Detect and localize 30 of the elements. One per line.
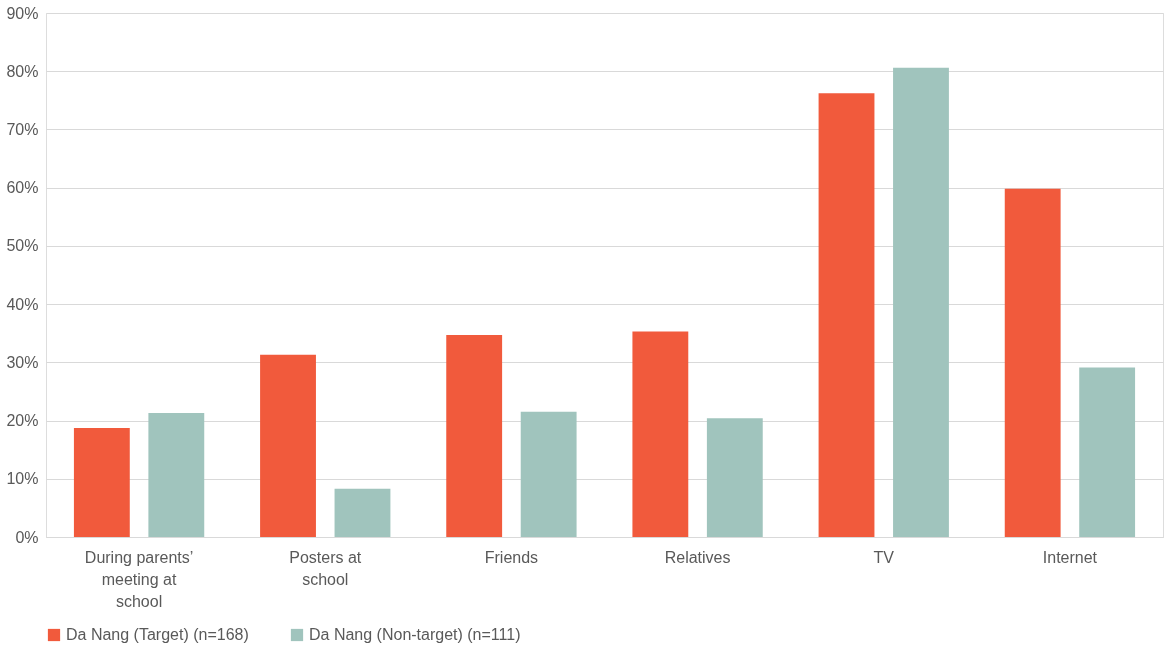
bar <box>706 418 763 537</box>
legend-label: Da Nang (Non-target) (n=111) <box>309 626 521 643</box>
y-tick-label: 60% <box>6 179 39 197</box>
x-tick-label: TV <box>873 548 895 566</box>
y-tick-label: 0% <box>15 528 39 546</box>
x-tick-label: During parents’ meeting at school <box>84 548 194 610</box>
bar <box>148 412 205 537</box>
bar <box>818 93 875 537</box>
y-tick-label: 10% <box>6 470 39 488</box>
legend-label: Da Nang (Target) (n=168) <box>66 626 249 643</box>
y-tick-label: 40% <box>6 295 39 313</box>
bar <box>520 411 577 537</box>
y-tick-label: 30% <box>6 353 39 371</box>
y-tick-label: 50% <box>6 237 39 255</box>
x-tick-label: Posters at school <box>289 548 362 588</box>
y-tick-label: 20% <box>6 412 39 430</box>
bar <box>260 354 316 537</box>
y-tick-label: 90% <box>6 4 39 22</box>
bar <box>334 488 391 537</box>
bar <box>446 334 503 537</box>
x-tick-label: Internet <box>1042 548 1098 566</box>
bar <box>893 67 949 537</box>
y-tick-label: 70% <box>6 120 39 138</box>
y-tick-label: 80% <box>6 62 39 80</box>
x-tick-label: Friends <box>484 548 539 566</box>
bar <box>73 428 130 537</box>
bar <box>1004 188 1061 537</box>
x-tick-label: Relatives <box>664 548 731 566</box>
bar <box>1079 367 1136 537</box>
bar <box>632 331 689 537</box>
